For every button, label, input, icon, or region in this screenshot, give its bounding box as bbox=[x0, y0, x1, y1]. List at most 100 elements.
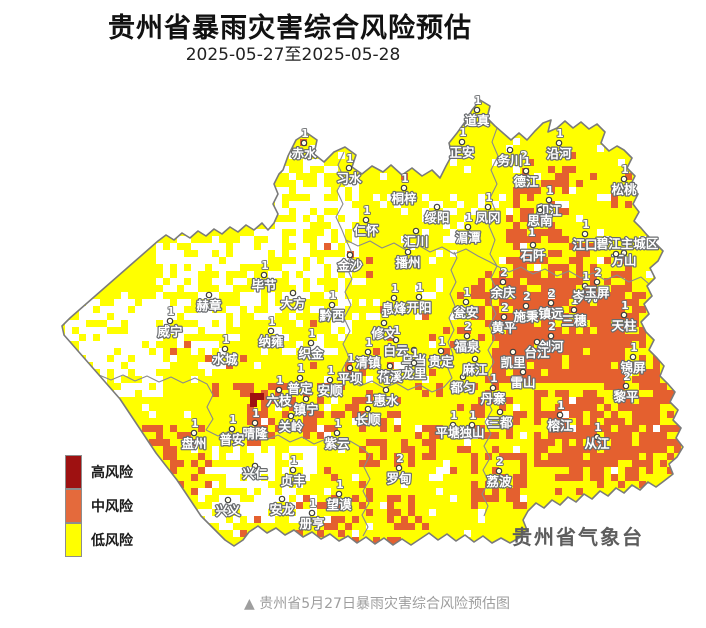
risk-cell bbox=[121, 306, 128, 313]
city-marker bbox=[468, 421, 476, 429]
risk-cell bbox=[198, 292, 205, 299]
risk-cell bbox=[499, 453, 506, 460]
city-label: 碧江主城区 bbox=[595, 236, 659, 251]
city-risk-count: 1 bbox=[252, 407, 260, 420]
city-紫云: 1紫云 bbox=[323, 416, 351, 452]
risk-cell bbox=[79, 313, 86, 320]
city-marker bbox=[464, 223, 472, 231]
risk-cell bbox=[226, 453, 233, 460]
risk-cell bbox=[331, 292, 338, 299]
risk-cell bbox=[478, 201, 485, 208]
risk-cell bbox=[520, 376, 527, 383]
risk-cell bbox=[380, 201, 387, 208]
risk-cell bbox=[555, 173, 562, 180]
risk-cell bbox=[471, 292, 478, 299]
risk-cell bbox=[324, 516, 331, 523]
risk-cell bbox=[345, 404, 352, 411]
risk-cell bbox=[331, 201, 338, 208]
risk-cell bbox=[282, 425, 289, 432]
risk-cell bbox=[576, 299, 583, 306]
city-marker bbox=[506, 146, 514, 154]
risk-cell bbox=[520, 432, 527, 439]
risk-cell bbox=[107, 362, 114, 369]
risk-cell bbox=[555, 369, 562, 376]
risk-cell bbox=[611, 285, 618, 292]
city-risk-count: 1 bbox=[556, 127, 564, 140]
risk-cell bbox=[240, 243, 247, 250]
risk-cell bbox=[289, 313, 296, 320]
city-凯里: 凯里 bbox=[499, 348, 527, 371]
risk-cell bbox=[191, 460, 198, 467]
risk-cell bbox=[373, 537, 380, 544]
risk-cell bbox=[303, 411, 310, 418]
risk-cell bbox=[177, 460, 184, 467]
risk-cell bbox=[128, 334, 135, 341]
risk-cell bbox=[429, 474, 436, 481]
risk-cell bbox=[485, 418, 492, 425]
risk-cell bbox=[541, 299, 548, 306]
risk-legend: 高风险 中风险 低风险 bbox=[65, 455, 133, 557]
risk-cell bbox=[212, 362, 219, 369]
risk-cell bbox=[555, 432, 562, 439]
risk-cell bbox=[527, 348, 534, 355]
risk-cell bbox=[170, 355, 177, 362]
risk-cell bbox=[177, 257, 184, 264]
risk-cell bbox=[464, 432, 471, 439]
risk-cell bbox=[541, 215, 548, 222]
risk-cell bbox=[604, 299, 611, 306]
risk-cell bbox=[135, 369, 142, 376]
city-marker bbox=[296, 374, 304, 382]
city-label: 麻江 bbox=[461, 362, 488, 377]
risk-cell bbox=[191, 488, 198, 495]
city-label: 晴隆 bbox=[242, 426, 268, 441]
risk-cell bbox=[345, 327, 352, 334]
risk-cell bbox=[534, 453, 541, 460]
risk-cell bbox=[247, 236, 254, 243]
risk-cell bbox=[618, 327, 625, 334]
risk-cell bbox=[569, 285, 576, 292]
risk-cell bbox=[450, 236, 457, 243]
risk-cell bbox=[156, 243, 163, 250]
risk-cell bbox=[576, 306, 583, 313]
city-label: 玉屏 bbox=[584, 285, 610, 300]
risk-cell bbox=[331, 222, 338, 229]
risk-cell bbox=[247, 418, 254, 425]
risk-cell bbox=[226, 509, 233, 516]
risk-cell bbox=[100, 313, 107, 320]
city-risk-count: 1 bbox=[383, 374, 391, 387]
risk-cell bbox=[569, 362, 576, 369]
risk-cell bbox=[541, 208, 548, 215]
risk-cell bbox=[324, 215, 331, 222]
risk-cell bbox=[583, 390, 590, 397]
risk-cell bbox=[618, 481, 625, 488]
risk-cell bbox=[233, 481, 240, 488]
risk-cell bbox=[275, 222, 282, 229]
risk-cell bbox=[345, 222, 352, 229]
risk-cell bbox=[576, 348, 583, 355]
risk-cell bbox=[569, 243, 576, 250]
risk-cell bbox=[562, 341, 569, 348]
risk-cell bbox=[240, 502, 247, 509]
risk-cell bbox=[205, 481, 212, 488]
risk-cell bbox=[464, 166, 471, 173]
risk-cell bbox=[513, 453, 520, 460]
risk-cell bbox=[562, 474, 569, 481]
risk-cell bbox=[226, 467, 233, 474]
city-marker bbox=[581, 282, 589, 290]
risk-cell bbox=[639, 404, 646, 411]
risk-cell bbox=[310, 285, 317, 292]
risk-cell bbox=[499, 355, 506, 362]
risk-cell bbox=[191, 376, 198, 383]
legend-item-high: 高风险 bbox=[65, 455, 133, 489]
risk-cell bbox=[324, 467, 331, 474]
risk-cell bbox=[268, 488, 275, 495]
risk-cell bbox=[541, 285, 548, 292]
risk-cell bbox=[205, 467, 212, 474]
city-label: 安龙 bbox=[269, 502, 295, 517]
risk-cell bbox=[520, 257, 527, 264]
risk-cell bbox=[149, 320, 156, 327]
risk-cell bbox=[590, 285, 597, 292]
city-marker bbox=[267, 327, 275, 335]
risk-cell bbox=[625, 397, 632, 404]
risk-cell bbox=[93, 299, 100, 306]
